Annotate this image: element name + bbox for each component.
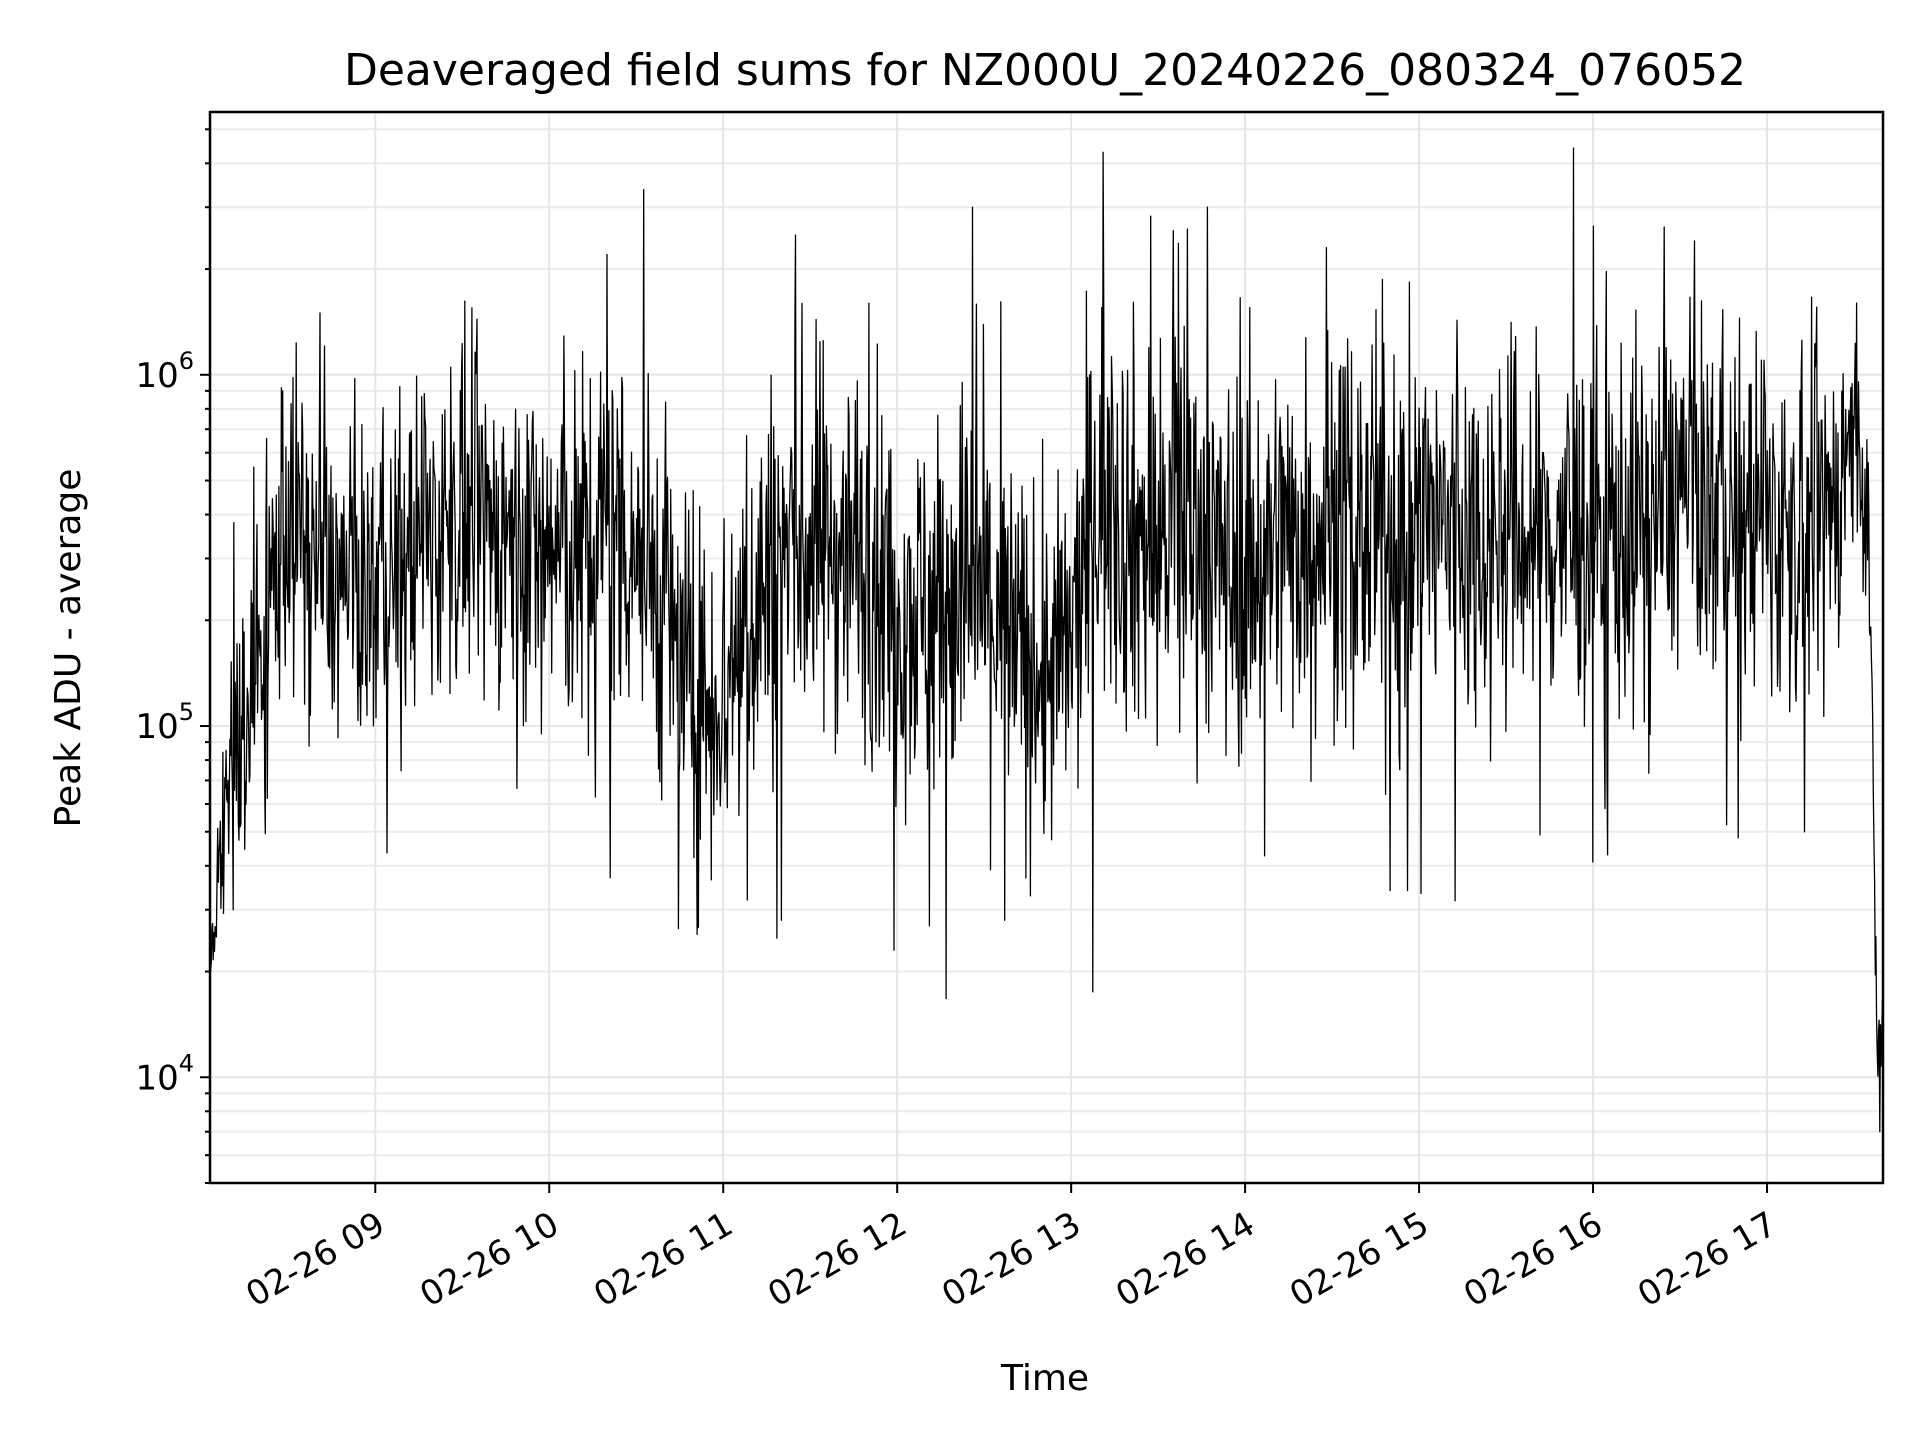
x-axis-label: Time [1000,1358,1089,1399]
y-tick-base: 10 [135,707,178,747]
y-tick-label: 104 [135,1049,194,1098]
y-tick-base: 10 [135,1058,178,1098]
chart-title: Deaveraged field sums for NZ000U_2024022… [344,45,1746,96]
plot-frame [208,110,1885,1185]
y-tick-exponent: 4 [179,1049,194,1077]
y-axis-label: Peak ADU - average [48,469,89,828]
y-tick-exponent: 6 [179,347,194,375]
y-tick-label: 106 [135,347,194,396]
y-tick-base: 10 [135,356,178,396]
y-tick-exponent: 5 [179,698,194,726]
series-line [209,147,1884,1133]
y-tick-label: 105 [135,698,194,747]
series-group [209,147,1884,1133]
